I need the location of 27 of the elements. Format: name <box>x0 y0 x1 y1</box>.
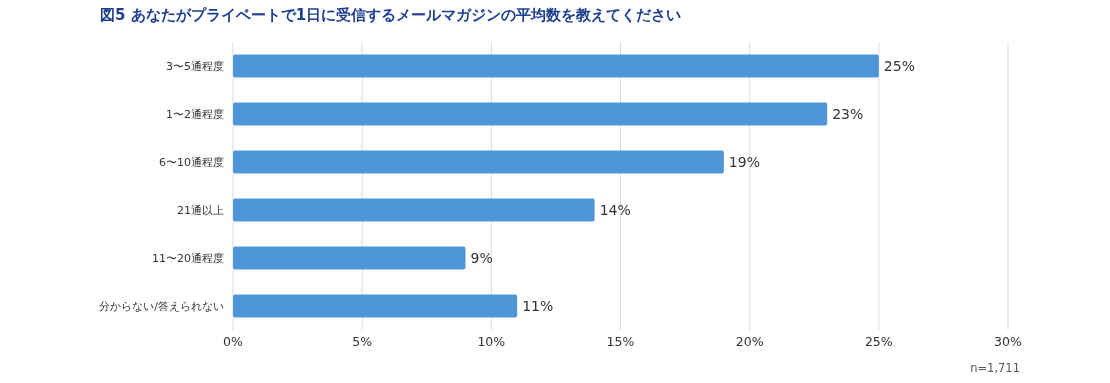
x-tick-label: 15% <box>606 334 635 349</box>
x-tick-label: 30% <box>994 334 1023 349</box>
data-label: 9% <box>470 250 493 266</box>
x-tick-label: 5% <box>352 334 373 349</box>
y-tick-label: 分からない/答えられない <box>99 300 224 313</box>
y-tick-label: 11〜20通程度 <box>152 252 224 265</box>
data-label: 19% <box>728 154 760 170</box>
x-tick-label: 20% <box>735 334 764 349</box>
bar <box>233 198 595 222</box>
y-tick-label: 3〜5通程度 <box>166 60 224 73</box>
y-tick-label: 21通以上 <box>177 204 224 217</box>
y-tick-label: 1〜2通程度 <box>166 108 224 121</box>
x-tick-label: 0% <box>223 334 244 349</box>
y-tick-label: 6〜10通程度 <box>159 156 224 169</box>
bar <box>233 246 466 270</box>
data-label: 11% <box>522 298 554 314</box>
x-tick-label: 25% <box>864 334 893 349</box>
bar <box>233 294 518 318</box>
x-tick-label: 10% <box>477 334 506 349</box>
chart-title: 図5 あなたがプライベートで1日に受信するメールマガジンの平均数を教えてください <box>100 6 682 24</box>
data-label: 14% <box>599 202 631 218</box>
bar <box>233 102 828 126</box>
text: n=1,711 <box>970 361 1020 375</box>
data-label: 25% <box>883 58 915 74</box>
bar <box>233 150 724 174</box>
data-label: 23% <box>832 106 864 122</box>
bar <box>233 54 879 78</box>
